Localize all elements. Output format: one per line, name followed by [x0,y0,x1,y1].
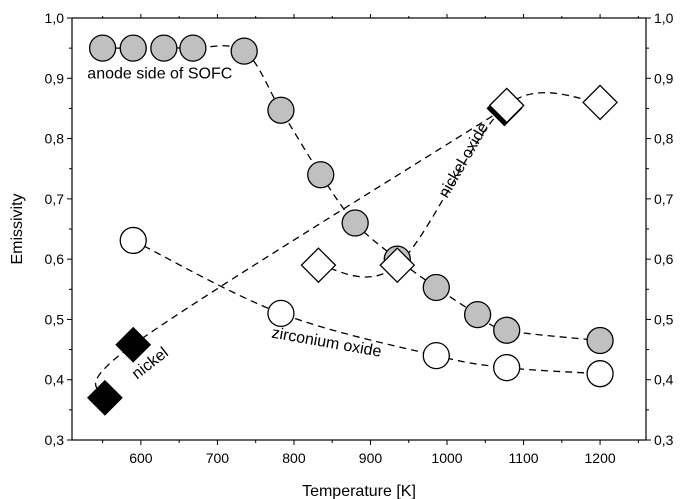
x-tick-label: 1200 [585,450,616,466]
point-nickel [115,326,152,363]
point-anode-side-of-sofc [586,326,614,355]
y-tick-label-left: 0,3 [45,432,65,448]
annotation-nickel-oxide: nickel oxide [436,120,493,201]
point-nickel [86,379,123,416]
y-tick-label-left: 0,9 [45,70,65,86]
point-anode-side-of-sofc [267,96,295,124]
y-tick-label-left: 1,0 [45,10,65,26]
x-axis-label: Temperature [K] [302,483,416,499]
point-anode-side-of-sofc [422,273,450,302]
point-anode-side-of-sofc [341,209,369,237]
point-anode-side-of-sofc [230,37,258,65]
point-anode-side-of-sofc [150,34,178,62]
y-tick-label-right: 0,3 [654,432,674,448]
point-zirconium-oxide [493,354,521,382]
point-anode-side-of-sofc [88,34,117,62]
point-nickel-oxide [488,87,525,124]
y-tick-label-right: 1,0 [654,10,674,26]
y-axis-label: Emissivity [9,193,26,264]
series-line-anode-side-of-sofc [102,45,601,342]
x-tick-label: 1000 [431,450,462,466]
y-tick-label-right: 0,9 [654,70,674,86]
point-nickel-oxide [300,247,337,284]
y-tick-label-left: 0,8 [45,131,65,147]
y-tick-label-left: 0,4 [45,372,65,388]
y-tick-label-left: 0,7 [45,191,65,207]
point-anode-side-of-sofc [493,316,521,344]
series-markers [86,34,618,416]
point-anode-side-of-sofc [119,34,147,62]
annotation-zirconium-oxide: zirconium oxide [270,325,383,361]
y-tick-label-right: 0,5 [654,311,674,327]
series-line-zirconium-oxide [132,239,601,375]
y-tick-label-left: 0,6 [45,251,65,267]
y-tick-label-right: 0,4 [654,372,674,388]
annotation-anode-side-of-sofc: anode side of SOFC [87,65,232,82]
x-tick-label: 600 [129,450,153,466]
x-tick-label: 900 [359,450,383,466]
y-tick-label-right: 0,6 [654,251,674,267]
y-tick-label-left: 0,5 [45,311,65,327]
x-tick-label: 1100 [508,450,538,466]
point-anode-side-of-sofc [463,300,492,329]
point-nickel-oxide [379,247,416,284]
point-zirconium-oxide [422,341,450,370]
point-zirconium-oxide [586,360,614,388]
point-zirconium-oxide [119,226,147,255]
series-line-nickel-oxide [318,92,601,278]
x-tick-label: 800 [282,450,306,466]
y-tick-label-right: 0,8 [654,131,674,147]
point-anode-side-of-sofc [307,161,335,189]
y-tick-label-right: 0,7 [654,191,674,207]
point-zirconium-oxide [267,299,295,328]
ticks-layer: 600 700 800 900 1000 1100 1200 0,3 0,3 0,4 0,4 0,5 0… [45,10,674,466]
point-nickel-oxide [582,84,618,121]
x-tick-label: 700 [206,450,230,466]
point-anode-side-of-sofc [179,34,207,62]
